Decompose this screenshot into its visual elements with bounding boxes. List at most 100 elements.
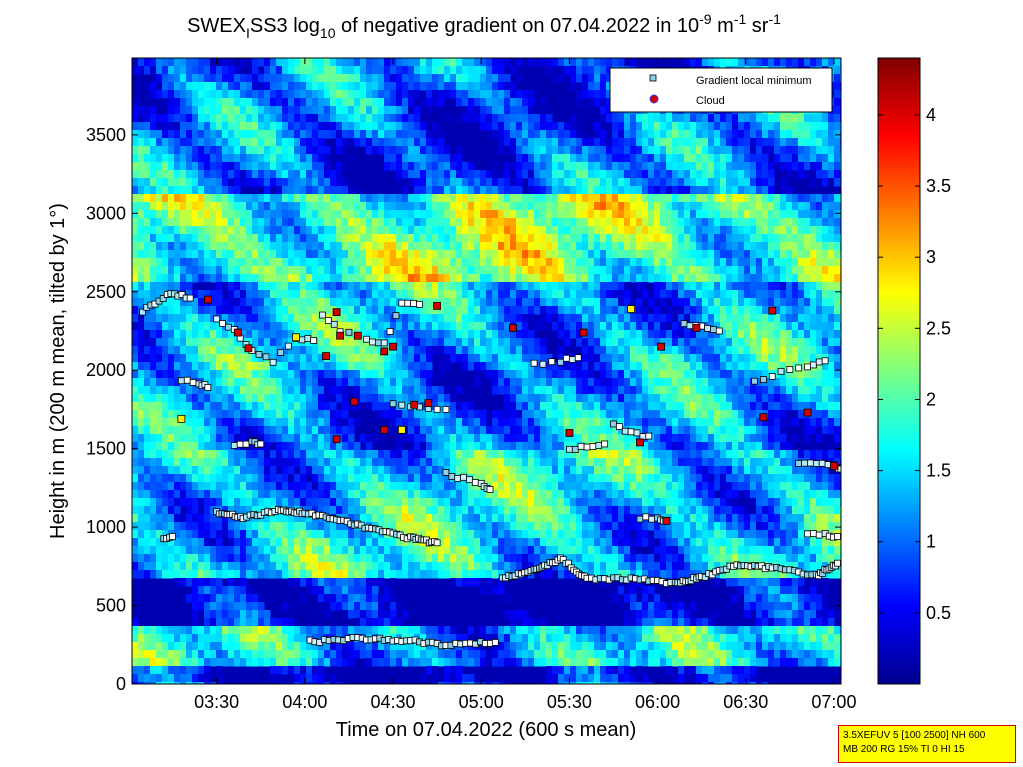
heatmap-cell (186, 210, 193, 219)
heatmap-cell (540, 210, 547, 219)
heatmap-cell (402, 322, 409, 331)
heatmap-cell (774, 194, 781, 203)
heatmap-cell (324, 170, 331, 179)
heatmap-cell (702, 266, 709, 275)
heatmap-cell (714, 186, 721, 195)
heatmap-cell (684, 186, 691, 195)
heatmap-cell (762, 226, 769, 235)
heatmap-cell (174, 402, 181, 411)
heatmap-cell (738, 234, 745, 243)
heatmap-cell (396, 386, 403, 395)
heatmap-cell (606, 242, 613, 251)
heatmap-cell (228, 170, 235, 179)
heatmap-cell (450, 202, 457, 211)
heatmap-cell (834, 58, 841, 67)
heatmap-cell (282, 346, 289, 355)
heatmap-cell (414, 314, 421, 323)
heatmap-cell (282, 154, 289, 163)
heatmap-cell (810, 170, 817, 179)
heatmap-cell (186, 162, 193, 171)
heatmap-cell (150, 242, 157, 251)
heatmap-cell (300, 370, 307, 379)
heatmap-cell (276, 330, 283, 339)
heatmap-cell (624, 194, 631, 203)
heatmap-cell (342, 274, 349, 283)
heatmap-cell (672, 370, 679, 379)
heatmap-cell (750, 242, 757, 251)
heatmap-cell (276, 226, 283, 235)
heatmap-cell (714, 138, 721, 147)
heatmap-cell (462, 306, 469, 315)
heatmap-cell (162, 250, 169, 259)
heatmap-cell (564, 178, 571, 187)
heatmap-cell (522, 98, 529, 107)
heatmap-cell (348, 306, 355, 315)
heatmap-cell (684, 242, 691, 251)
heatmap-cell (498, 202, 505, 211)
heatmap-cell (810, 306, 817, 315)
heatmap-cell (762, 186, 769, 195)
heatmap-cell (816, 298, 823, 307)
heatmap-cell (348, 90, 355, 99)
heatmap-cell (642, 362, 649, 371)
heatmap-cell (390, 154, 397, 163)
heatmap-cell (420, 394, 427, 403)
heatmap-cell (588, 202, 595, 211)
heatmap-cell (474, 218, 481, 227)
heatmap-cell (180, 66, 187, 75)
heatmap-cell (222, 282, 229, 291)
heatmap-cell (570, 258, 577, 267)
heatmap-cell (486, 282, 493, 291)
heatmap-cell (444, 154, 451, 163)
heatmap-cell (198, 162, 205, 171)
heatmap-cell (654, 234, 661, 243)
heatmap-cell (516, 138, 523, 147)
heatmap-cell (630, 242, 637, 251)
heatmap-cell (486, 226, 493, 235)
heatmap-cell (834, 210, 841, 219)
heatmap-cell (234, 210, 241, 219)
heatmap-cell (414, 74, 421, 83)
heatmap-cell (288, 226, 295, 235)
heatmap-cell (516, 74, 523, 83)
heatmap-cell (300, 130, 307, 139)
heatmap-cell (780, 130, 787, 139)
heatmap-cell (708, 346, 715, 355)
heatmap-cell (300, 298, 307, 307)
heatmap-cell (210, 250, 217, 259)
heatmap-cell (318, 122, 325, 131)
heatmap-cell (660, 282, 667, 291)
heatmap-cell (312, 170, 319, 179)
heatmap-cell (426, 74, 433, 83)
heatmap-cell (678, 282, 685, 291)
heatmap-cell (390, 202, 397, 211)
heatmap-cell (762, 306, 769, 315)
heatmap-cell (216, 178, 223, 187)
heatmap-cell (174, 362, 181, 371)
heatmap-cell (552, 258, 559, 267)
heatmap-cell (420, 322, 427, 331)
heatmap-cell (156, 122, 163, 131)
heatmap-cell (636, 402, 643, 411)
heatmap-cell (276, 106, 283, 115)
heatmap-cell (474, 266, 481, 275)
heatmap-cell (714, 202, 721, 211)
heatmap-cell (456, 386, 463, 395)
heatmap-cell (390, 66, 397, 75)
heatmap-cell (750, 210, 757, 219)
heatmap-cell (774, 58, 781, 67)
heatmap-cell (636, 354, 643, 363)
heatmap-cell (588, 394, 595, 403)
heatmap-cell (726, 202, 733, 211)
heatmap-cell (576, 130, 583, 139)
heatmap-cell (246, 250, 253, 259)
heatmap-cell (816, 242, 823, 251)
heatmap-cell (432, 346, 439, 355)
heatmap-cell (384, 250, 391, 259)
heatmap-cell (408, 114, 415, 123)
heatmap-cell (252, 362, 259, 371)
heatmap-cell (402, 98, 409, 107)
heatmap-cell (198, 98, 205, 107)
heatmap-cell (246, 106, 253, 115)
heatmap-cell (714, 322, 721, 331)
